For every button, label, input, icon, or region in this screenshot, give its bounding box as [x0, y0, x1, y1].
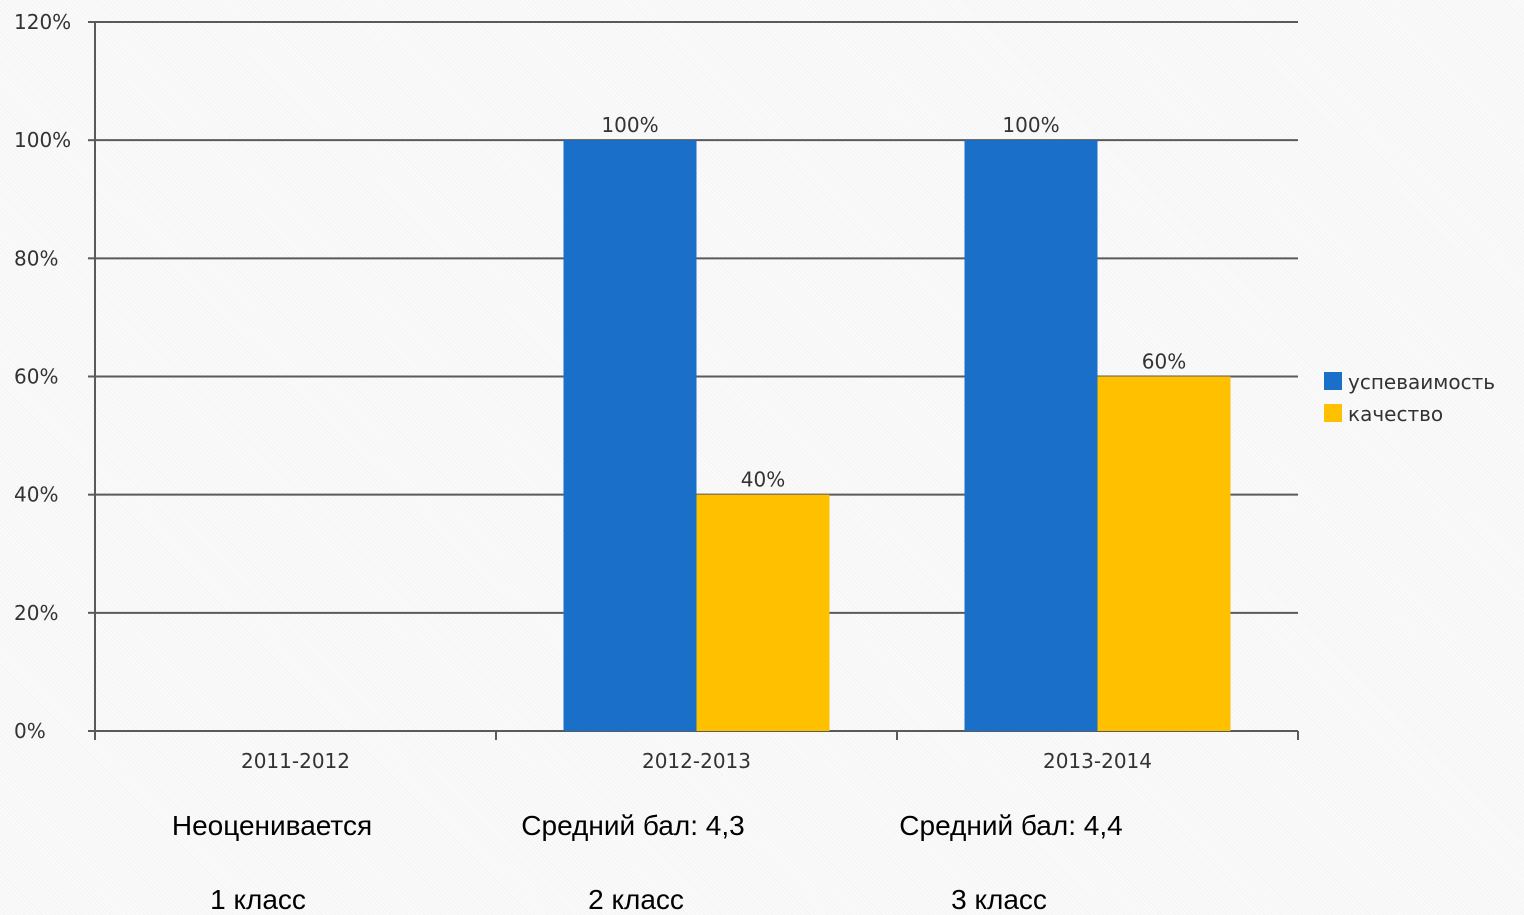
y-tick-label: 120%	[14, 10, 71, 34]
bar	[696, 494, 830, 731]
y-tick-label: 100%	[14, 128, 71, 152]
bar	[964, 140, 1098, 731]
data-label: 60%	[1142, 350, 1186, 374]
legend-swatch	[1324, 404, 1342, 422]
y-tick-label: 0%	[14, 719, 46, 743]
data-label: 100%	[1002, 113, 1059, 137]
x-tick-label: 2012-2013	[642, 749, 751, 773]
class-caption: 1 класс	[210, 884, 306, 915]
legend-label: качество	[1348, 402, 1443, 426]
x-tick-label: 2013-2014	[1043, 749, 1152, 773]
x-tick-label: 2011-2012	[241, 749, 350, 773]
legend-swatch	[1324, 372, 1342, 390]
legend-label: успеваимость	[1348, 370, 1495, 394]
bar	[1097, 376, 1231, 731]
y-tick-label: 40%	[14, 483, 58, 507]
average-score-caption: Неоценивается	[171, 810, 373, 841]
data-label: 40%	[741, 468, 785, 492]
class-caption: 2 класс	[588, 884, 684, 915]
average-score-caption: Средний бал: 4,4	[899, 810, 1123, 841]
y-tick-label: 80%	[14, 246, 58, 270]
y-tick-label: 20%	[14, 601, 58, 625]
average-score-caption: Средний бал: 4,3	[521, 810, 745, 841]
data-label: 100%	[601, 113, 658, 137]
bar	[563, 140, 697, 731]
class-caption: 3 класс	[951, 884, 1047, 915]
y-tick-label: 60%	[14, 365, 58, 389]
